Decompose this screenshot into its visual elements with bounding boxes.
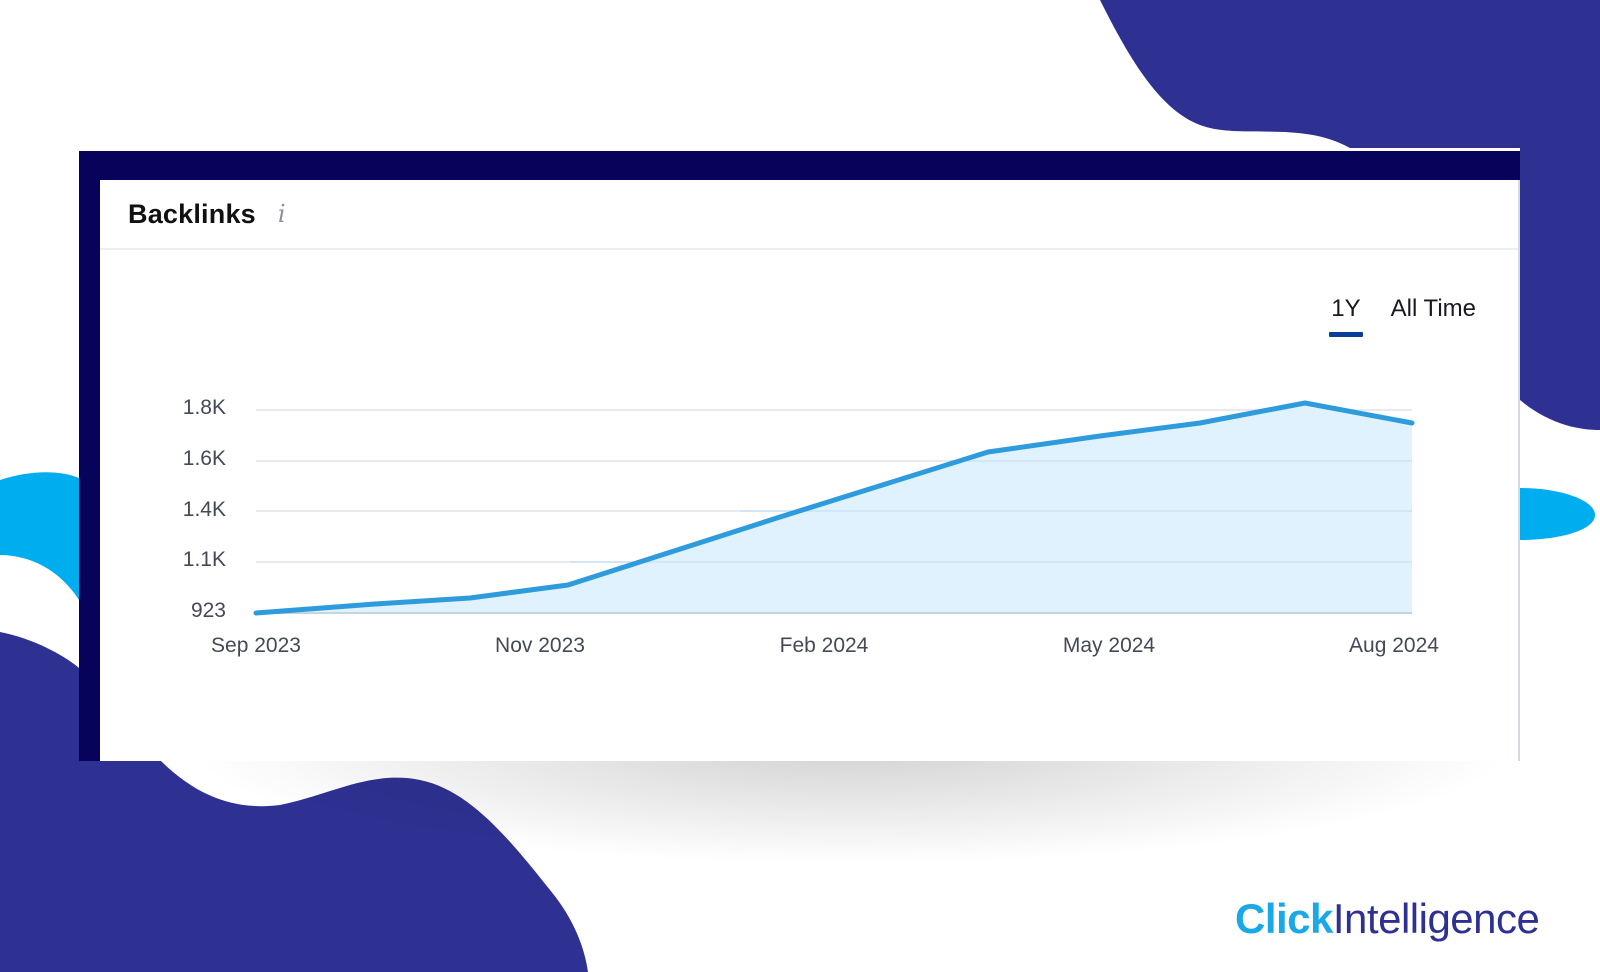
card-title: Backlinks — [128, 198, 256, 229]
x-tick-aug-2024: Aug 2024 — [1349, 634, 1439, 657]
cyan-blob-left — [0, 472, 79, 600]
x-tick-may-2024: May 2024 — [1062, 634, 1156, 657]
y-tick-1.8k: 1.8K — [182, 396, 226, 419]
info-icon[interactable]: i — [277, 200, 286, 228]
y-tick-1.6k: 1.6K — [182, 447, 226, 470]
tab-all-time[interactable]: All Time — [1390, 295, 1476, 322]
backlinks-card: Backlinks i 1Y All Time 1.8K 1.6K 1.4K 1… — [100, 180, 1520, 761]
card-header: Backlinks i — [100, 180, 1518, 250]
logo-click-text: Click — [1235, 895, 1333, 942]
y-tick-923: 923 — [190, 599, 226, 622]
navy-blob-top-right — [1100, 0, 1600, 430]
cyan-blob-right — [1520, 488, 1595, 540]
time-range-tabs: 1Y All Time — [1329, 295, 1476, 337]
x-tick-sep-2023: Sep 2023 — [211, 634, 301, 657]
y-tick-1.1k: 1.1K — [182, 548, 226, 571]
x-tick-feb-2024: Feb 2024 — [779, 634, 869, 657]
card-shadow — [180, 745, 1520, 865]
y-tick-1.4k: 1.4K — [182, 498, 226, 521]
x-tick-nov-2023: Nov 2023 — [495, 634, 585, 657]
backlinks-line — [253, 400, 1415, 616]
logo-intelligence-text: Intelligence — [1332, 895, 1540, 942]
tab-1y[interactable]: 1Y — [1329, 295, 1364, 337]
navy-blob-bottom-left — [0, 632, 588, 972]
backlinks-chart — [253, 400, 1415, 616]
click-intelligence-logo: Click Intelligence — [1235, 895, 1540, 943]
area-fill — [256, 403, 1412, 613]
grid-lines-over-fill — [570, 460, 1412, 563]
